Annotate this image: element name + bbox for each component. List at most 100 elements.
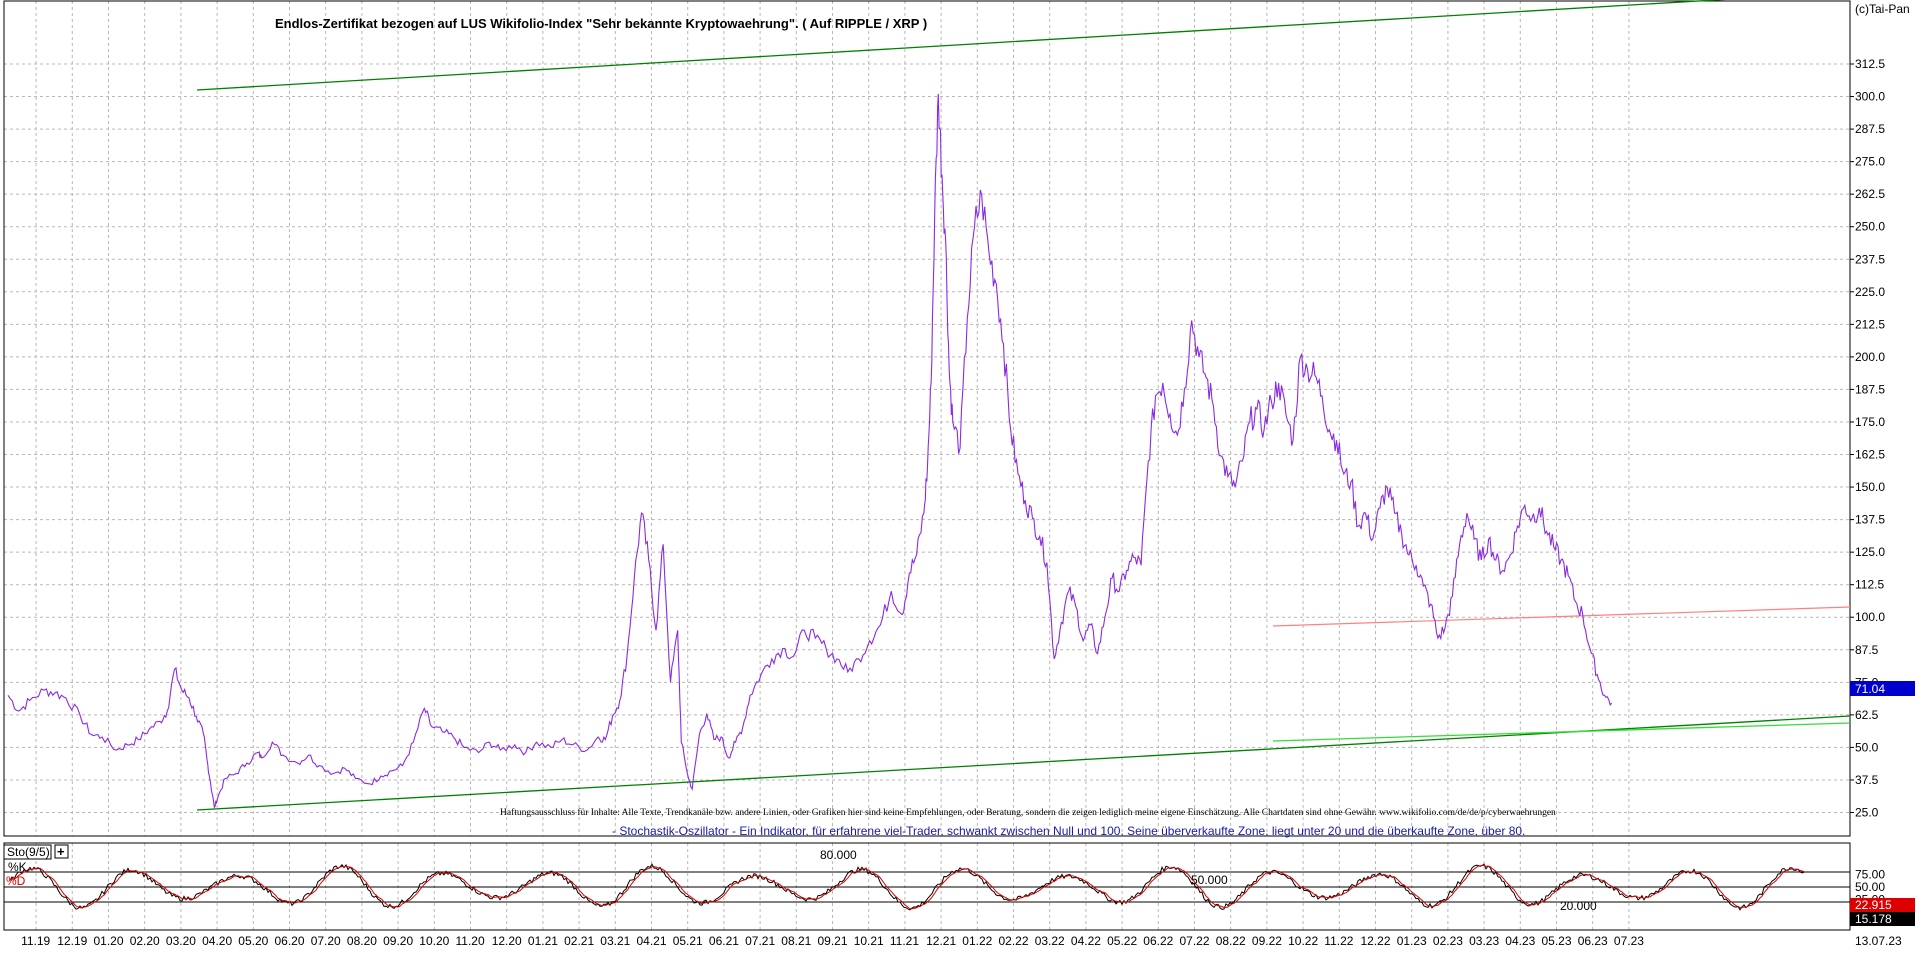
x-tick-label: 05.21 bbox=[673, 934, 703, 948]
x-tick-label: 11.20 bbox=[456, 934, 485, 948]
plus-icon: + bbox=[57, 844, 65, 859]
x-tick-label: 11.22 bbox=[1324, 934, 1353, 948]
x-tick-label: 05.23 bbox=[1542, 934, 1572, 948]
level-80-label: 80.000 bbox=[820, 848, 857, 862]
k-value: 15.178 bbox=[1855, 912, 1892, 926]
x-tick-label: 04.20 bbox=[202, 934, 232, 948]
k-legend: %K bbox=[8, 860, 27, 874]
x-tick-label: 09.22 bbox=[1252, 934, 1282, 948]
x-tick-label: 12.20 bbox=[492, 934, 522, 948]
x-tick-label: 08.20 bbox=[347, 934, 377, 948]
x-tick-label: 03.21 bbox=[600, 934, 630, 948]
x-tick-label: 09.20 bbox=[383, 934, 413, 948]
x-tick-label: 02.23 bbox=[1433, 934, 1463, 948]
x-tick-label: 01.22 bbox=[962, 934, 992, 948]
d-legend: %D bbox=[6, 874, 26, 888]
k-value-badge bbox=[1850, 912, 1915, 926]
current-price-badge bbox=[1850, 681, 1915, 696]
y-tick-label: 225.0 bbox=[1855, 285, 1885, 299]
x-tick-label: 03.22 bbox=[1035, 934, 1065, 948]
x-tick-label: 01.20 bbox=[94, 934, 124, 948]
y-tick-label: 100.0 bbox=[1855, 610, 1885, 624]
y-tick-label: 162.5 bbox=[1855, 448, 1885, 462]
resistance-line bbox=[1272, 606, 1851, 627]
x-tick-label: 05.20 bbox=[238, 934, 268, 948]
y-tick-label: 50.0 bbox=[1855, 740, 1879, 754]
osc-y-tick-label: 50.00 bbox=[1855, 880, 1885, 894]
y-tick-label: 175.0 bbox=[1855, 415, 1885, 429]
k-line bbox=[9, 863, 1805, 911]
y-tick-label: 312.5 bbox=[1855, 57, 1885, 71]
y-tick-label: 187.5 bbox=[1855, 382, 1885, 396]
x-tick-label: 02.22 bbox=[999, 934, 1029, 948]
osc-y-tick-label: 75.00 bbox=[1855, 868, 1885, 882]
price-panel-frame bbox=[3, 0, 1851, 837]
y-tick-label: 37.5 bbox=[1855, 773, 1879, 787]
x-tick-label: 12.19 bbox=[57, 934, 87, 948]
y-tick-label: 212.5 bbox=[1855, 317, 1885, 331]
last-date-label: 13.07.23 bbox=[1855, 934, 1902, 948]
stochastic-note: - Stochastik-Oszillator - Ein Indikator,… bbox=[612, 824, 1525, 838]
support-line bbox=[1272, 722, 1851, 742]
price-line bbox=[7, 93, 1613, 809]
x-tick-label: 10.21 bbox=[854, 934, 884, 948]
x-tick-label: 01.23 bbox=[1397, 934, 1427, 948]
x-tick-label: 10.22 bbox=[1288, 934, 1318, 948]
level-20-label: 20.000 bbox=[1560, 899, 1597, 913]
y-tick-label: 287.5 bbox=[1855, 122, 1885, 136]
x-tick-label: 10.20 bbox=[419, 934, 449, 948]
y-tick-label: 112.5 bbox=[1855, 578, 1884, 592]
y-tick-label: 62.5 bbox=[1855, 708, 1879, 722]
d-value-badge bbox=[1850, 898, 1915, 912]
oscillator-name-box bbox=[3, 844, 52, 860]
oscillator-name: Sto(9/5) bbox=[7, 845, 50, 859]
x-tick-label: 12.21 bbox=[926, 934, 956, 948]
y-tick-label: 125.0 bbox=[1855, 545, 1885, 559]
price-series bbox=[7, 93, 1613, 809]
x-tick-label: 03.20 bbox=[166, 934, 196, 948]
x-tick-label: 12.22 bbox=[1361, 934, 1391, 948]
x-tick-label: 07.22 bbox=[1180, 934, 1210, 948]
x-tick-label: 07.23 bbox=[1614, 934, 1644, 948]
x-tick-label: 11.21 bbox=[890, 934, 919, 948]
x-tick-label: 07.21 bbox=[745, 934, 775, 948]
x-tick-label: 02.21 bbox=[564, 934, 594, 948]
copyright-label: (c)Tai-Pan bbox=[1855, 2, 1910, 16]
expand-button[interactable] bbox=[54, 844, 69, 859]
y-tick-label: 87.5 bbox=[1855, 643, 1879, 657]
current-price-value: 71.04 bbox=[1855, 682, 1885, 696]
d-line bbox=[9, 864, 1805, 910]
y-tick-label: 300.0 bbox=[1855, 90, 1885, 104]
y-tick-label: 250.0 bbox=[1855, 220, 1885, 234]
x-tick-label: 11.19 bbox=[21, 934, 50, 948]
x-tick-label: 02.20 bbox=[130, 934, 160, 948]
level-50-label: 50.000 bbox=[1191, 873, 1228, 887]
y-tick-label: 200.0 bbox=[1855, 350, 1885, 364]
x-tick-label: 06.20 bbox=[275, 934, 305, 948]
x-tick-label: 09.21 bbox=[818, 934, 848, 948]
upper-channel-line bbox=[196, 0, 1727, 91]
x-tick-label: 06.23 bbox=[1578, 934, 1608, 948]
x-tick-label: 08.21 bbox=[781, 934, 811, 948]
y-tick-label: 275.0 bbox=[1855, 155, 1885, 169]
d-value: 22.915 bbox=[1855, 898, 1892, 912]
y-tick-label: 150.0 bbox=[1855, 480, 1885, 494]
trend-lines bbox=[196, 0, 1851, 811]
stochastic-oscillator bbox=[4, 863, 1850, 911]
x-tick-label: 01.21 bbox=[528, 934, 558, 948]
x-tick-label: 04.23 bbox=[1505, 934, 1535, 948]
y-tick-label: 25.0 bbox=[1855, 805, 1879, 819]
x-tick-label: 07.20 bbox=[311, 934, 341, 948]
y-tick-label: 137.5 bbox=[1855, 513, 1885, 527]
x-tick-label: 04.22 bbox=[1071, 934, 1101, 948]
y-tick-label: 262.5 bbox=[1855, 187, 1885, 201]
x-tick-label: 06.22 bbox=[1143, 934, 1173, 948]
x-tick-label: 08.22 bbox=[1216, 934, 1246, 948]
x-tick-label: 04.21 bbox=[637, 934, 667, 948]
disclaimer-text: Haftungsausschluss für Inhalte: Alle Tex… bbox=[500, 807, 1556, 818]
grid bbox=[4, 1, 1850, 930]
chart-title: Endlos-Zertifikat bezogen auf LUS Wikifo… bbox=[275, 16, 927, 31]
x-tick-label: 05.22 bbox=[1107, 934, 1137, 948]
